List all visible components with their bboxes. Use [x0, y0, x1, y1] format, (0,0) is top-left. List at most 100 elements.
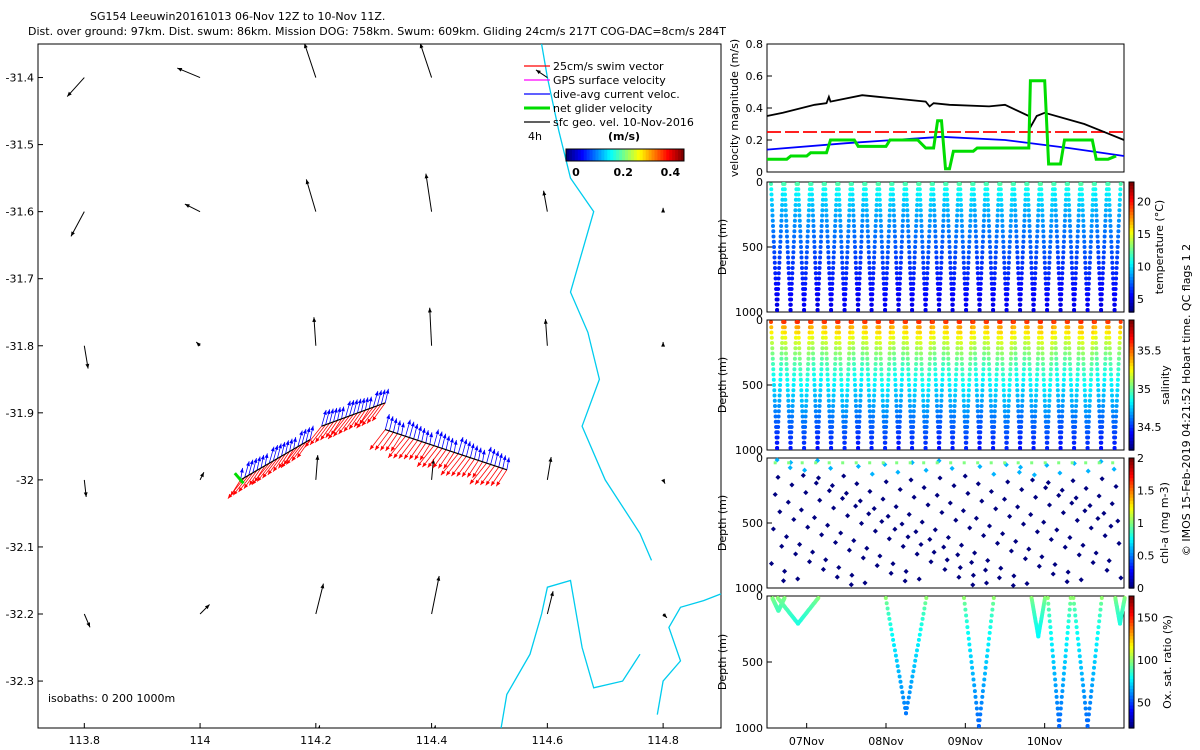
- salinity-point: [1110, 404, 1115, 408]
- temperature-colorbar-cell: [1129, 302, 1134, 307]
- chla-y-tick-label: 0: [756, 452, 763, 465]
- salinity-point: [1054, 367, 1059, 372]
- salinity-point: [915, 341, 920, 345]
- salinity-point: [960, 367, 965, 372]
- salinity-point: [1019, 425, 1024, 429]
- salinity-point: [886, 377, 891, 382]
- temperature-point: [883, 308, 888, 312]
- salinity-point: [945, 330, 949, 335]
- oxygen-point: [1053, 677, 1058, 682]
- salinity-point: [1118, 325, 1123, 330]
- temperature-point: [786, 255, 790, 260]
- salinity-colorbar-cell: [1129, 407, 1134, 412]
- temperature-point: [840, 260, 845, 265]
- temperature-point: [967, 234, 972, 239]
- salinity-point: [1015, 388, 1020, 393]
- temperature-point: [878, 213, 883, 218]
- temperature-point: [1114, 266, 1119, 270]
- chla-point: [960, 508, 966, 514]
- geo-vector: [70, 211, 85, 237]
- colorbar-cell: [663, 149, 667, 161]
- temperature-colorbar-cell: [1129, 276, 1134, 281]
- oxygen-point: [897, 674, 902, 679]
- salinity-point: [840, 404, 845, 408]
- temperature-point: [910, 302, 915, 307]
- colorbar-cell: [639, 149, 644, 161]
- chla-point: [815, 475, 822, 481]
- salinity-point: [991, 435, 996, 440]
- salinity-point: [964, 435, 969, 440]
- salinity-point: [920, 372, 924, 377]
- temperature-point: [1089, 218, 1094, 223]
- salinity-point: [998, 320, 1003, 324]
- salinity-point: [782, 325, 787, 330]
- swim-vector-head: [233, 490, 238, 496]
- salinity-colorbar-cell: [1129, 437, 1134, 441]
- salinity-point: [1016, 414, 1021, 419]
- salinity-point: [900, 356, 905, 361]
- temperature-point: [934, 255, 939, 260]
- chla-point: [957, 565, 963, 571]
- temperature-point: [923, 308, 928, 312]
- temperature-point: [967, 229, 972, 234]
- temperature-colorbar-cell: [1129, 198, 1134, 203]
- temperature-point: [852, 234, 857, 239]
- salinity-point: [785, 377, 790, 382]
- salinity-point: [1067, 341, 1071, 345]
- salinity-point: [793, 341, 798, 345]
- temperature-point: [775, 308, 780, 312]
- temperature-point: [1109, 234, 1113, 239]
- salinity-point: [899, 377, 904, 382]
- salinity-point: [879, 362, 883, 366]
- temperature-point: [846, 234, 851, 239]
- salinity-point: [788, 446, 793, 450]
- temperature-point: [1031, 308, 1036, 312]
- salinity-point: [893, 383, 898, 387]
- salinity-point: [1045, 440, 1050, 445]
- salinity-point: [873, 372, 878, 377]
- salinity-point: [913, 367, 918, 372]
- temperature-point: [1089, 229, 1094, 234]
- salinity-point: [823, 325, 828, 330]
- temperature-point: [771, 234, 776, 239]
- temperature-y-tick-label: 0: [756, 176, 763, 189]
- salinity-colorbar-cell: [1129, 378, 1134, 383]
- salinity-point: [1035, 356, 1040, 361]
- salinity-point: [859, 377, 864, 382]
- geo-vector-head: [315, 455, 320, 460]
- chla-point: [1022, 556, 1028, 562]
- temperature-point: [900, 234, 905, 239]
- oxygen-point: [1078, 660, 1083, 664]
- salinity-point: [995, 356, 1000, 361]
- temperature-point: [926, 255, 931, 260]
- oxygen-point: [987, 636, 991, 641]
- chla-point: [982, 567, 989, 573]
- swim-vector-head: [361, 421, 367, 426]
- temperature-point: [785, 239, 790, 244]
- salinity-point: [980, 377, 985, 382]
- temperature-colorbar-cell: [1129, 217, 1134, 222]
- salinity-point: [1004, 440, 1009, 445]
- chla-point: [994, 540, 1001, 546]
- temperature-point: [1117, 213, 1122, 218]
- temperature-point: [842, 302, 847, 307]
- swim-vector-head: [490, 480, 496, 486]
- salinity-point: [793, 351, 798, 356]
- temperature-point: [974, 234, 978, 239]
- salinity-point: [954, 356, 959, 361]
- salinity-point: [825, 367, 830, 372]
- temperature-point: [978, 297, 983, 302]
- salinity-point: [1018, 430, 1023, 435]
- temperature-point: [993, 266, 998, 270]
- chla-point: [874, 563, 880, 569]
- temperature-point: [780, 197, 785, 202]
- salinity-point: [907, 383, 911, 387]
- temperature-point: [979, 266, 984, 270]
- oxygen-point: [1049, 642, 1054, 647]
- salinity-point: [1059, 425, 1064, 429]
- temperature-point: [893, 234, 897, 239]
- temperature-point: [1028, 245, 1033, 249]
- temperature-point: [974, 239, 979, 244]
- oxygen-point: [1094, 642, 1099, 647]
